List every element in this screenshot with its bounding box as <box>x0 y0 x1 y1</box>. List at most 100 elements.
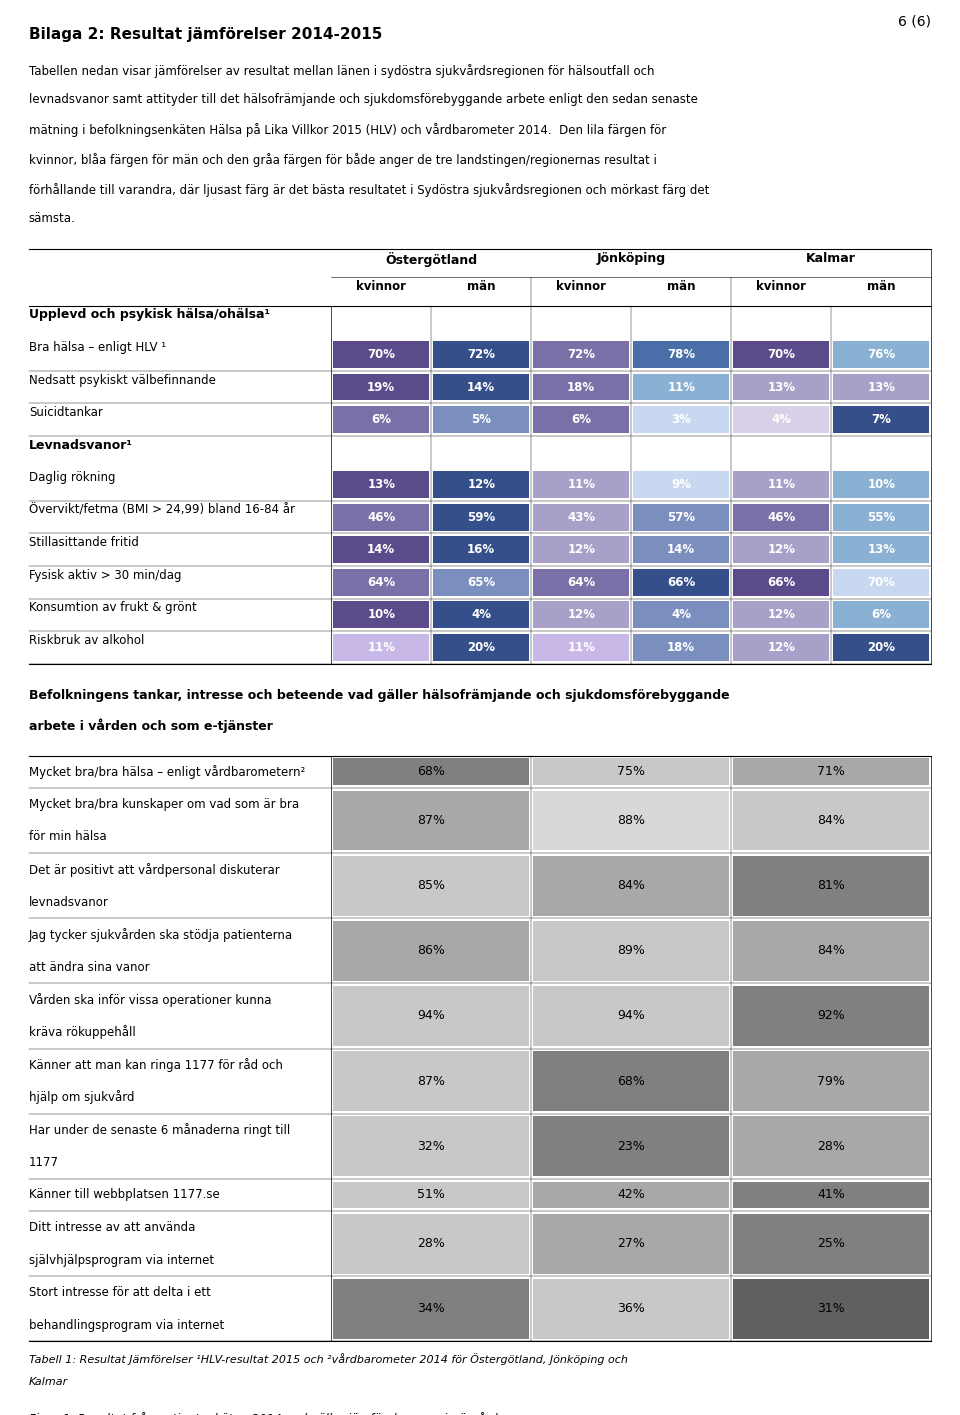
Bar <box>733 601 829 628</box>
Text: 87%: 87% <box>418 814 445 828</box>
Text: 25%: 25% <box>817 1237 845 1251</box>
Bar <box>833 471 929 498</box>
Text: 13%: 13% <box>367 478 396 491</box>
Text: 92%: 92% <box>817 1009 845 1023</box>
Bar <box>333 536 429 563</box>
Text: Övervikt/fetma (BMI > 24,99) bland 16-84 år: Övervikt/fetma (BMI > 24,99) bland 16-84… <box>29 504 295 516</box>
Text: 36%: 36% <box>617 1302 645 1316</box>
Text: 7%: 7% <box>872 413 891 426</box>
Text: Upplevd och psykisk hälsa/ohälsa¹: Upplevd och psykisk hälsa/ohälsa¹ <box>29 308 270 321</box>
Text: 70%: 70% <box>867 576 895 589</box>
Bar <box>733 986 929 1046</box>
Text: Kalmar: Kalmar <box>806 252 856 265</box>
Bar <box>634 471 730 498</box>
Text: 57%: 57% <box>667 511 695 524</box>
Text: Fysisk aktiv > 30 min/dag: Fysisk aktiv > 30 min/dag <box>29 569 181 582</box>
Text: Vården ska inför vissa operationer kunna: Vården ska inför vissa operationer kunna <box>29 993 272 1006</box>
Text: levnadsvanor: levnadsvanor <box>29 896 108 908</box>
Text: 10%: 10% <box>867 478 895 491</box>
Text: 84%: 84% <box>617 879 645 893</box>
Text: Bilaga 2: Resultat jämförelser 2014-2015: Bilaga 2: Resultat jämförelser 2014-2015 <box>29 27 382 42</box>
Text: 12%: 12% <box>567 543 595 556</box>
Text: 66%: 66% <box>667 576 695 589</box>
Bar <box>433 601 529 628</box>
Text: 76%: 76% <box>867 348 896 361</box>
Text: 75%: 75% <box>617 766 645 778</box>
Text: Det är positivt att vårdpersonal diskuterar: Det är positivt att vårdpersonal diskute… <box>29 863 279 876</box>
Text: 11%: 11% <box>567 478 595 491</box>
Text: 4%: 4% <box>771 413 791 426</box>
Text: 79%: 79% <box>817 1074 845 1088</box>
Text: 66%: 66% <box>767 576 795 589</box>
Bar <box>333 406 429 433</box>
Text: 6%: 6% <box>571 413 591 426</box>
Bar <box>433 406 529 433</box>
Bar <box>634 601 730 628</box>
Text: 13%: 13% <box>867 543 895 556</box>
Text: 27%: 27% <box>617 1237 645 1251</box>
Text: Tabell 1: Resultat Jämförelser ¹HLV-resultat 2015 och ²vårdbarometer 2014 för Ös: Tabell 1: Resultat Jämförelser ¹HLV-resu… <box>29 1353 628 1364</box>
Text: hjälp om sjukvård: hjälp om sjukvård <box>29 1091 134 1104</box>
Bar <box>333 569 429 596</box>
Text: 84%: 84% <box>817 944 845 958</box>
Text: 5%: 5% <box>471 413 492 426</box>
Bar <box>533 921 730 981</box>
Text: 28%: 28% <box>418 1237 445 1251</box>
Text: 43%: 43% <box>567 511 595 524</box>
Bar <box>833 341 929 368</box>
Text: 20%: 20% <box>468 641 495 654</box>
Text: 89%: 89% <box>617 944 645 958</box>
Text: Mycket bra/bra kunskaper om vad som är bra: Mycket bra/bra kunskaper om vad som är b… <box>29 798 299 811</box>
Text: män: män <box>467 280 495 293</box>
Bar <box>333 1214 529 1274</box>
Bar <box>333 921 529 981</box>
Text: 65%: 65% <box>468 576 495 589</box>
Text: 87%: 87% <box>418 1074 445 1088</box>
Text: 14%: 14% <box>667 543 695 556</box>
Bar <box>433 504 529 531</box>
Text: 81%: 81% <box>817 879 845 893</box>
Bar <box>833 504 929 531</box>
Text: 6 (6): 6 (6) <box>899 14 931 28</box>
Bar <box>533 1214 730 1274</box>
Bar <box>733 758 929 785</box>
Bar <box>533 471 630 498</box>
Text: att ändra sina vanor: att ändra sina vanor <box>29 961 150 974</box>
Bar <box>733 634 829 661</box>
Text: 18%: 18% <box>567 381 595 393</box>
Bar <box>333 758 529 785</box>
Text: 6%: 6% <box>872 608 891 621</box>
Bar <box>533 406 630 433</box>
Text: Ditt intresse av att använda: Ditt intresse av att använda <box>29 1221 195 1234</box>
Text: 18%: 18% <box>667 641 695 654</box>
Text: 11%: 11% <box>667 381 695 393</box>
Text: Figur 1. Resultat från patientenkäten 2014 vad gäller jämförelse av primärvård.: Figur 1. Resultat från patientenkäten 20… <box>29 1412 501 1415</box>
Text: Konsumtion av frukt & grönt: Konsumtion av frukt & grönt <box>29 601 197 614</box>
Text: Nedsatt psykiskt välbefinnande: Nedsatt psykiskt välbefinnande <box>29 374 216 386</box>
Bar <box>634 341 730 368</box>
Text: män: män <box>667 280 695 293</box>
Bar <box>733 504 829 531</box>
Text: 86%: 86% <box>418 944 445 958</box>
Text: 70%: 70% <box>367 348 396 361</box>
Text: Stort intresse för att delta i ett: Stort intresse för att delta i ett <box>29 1286 210 1299</box>
Text: 85%: 85% <box>418 879 445 893</box>
Text: 84%: 84% <box>817 814 845 828</box>
Bar <box>533 601 630 628</box>
Text: 12%: 12% <box>767 608 795 621</box>
Text: 88%: 88% <box>617 814 645 828</box>
Bar <box>433 341 529 368</box>
Text: 94%: 94% <box>617 1009 645 1023</box>
Text: Riskbruk av alkohol: Riskbruk av alkohol <box>29 634 144 647</box>
Text: 94%: 94% <box>418 1009 445 1023</box>
Bar <box>533 374 630 400</box>
Bar <box>833 536 929 563</box>
Text: Mycket bra/bra hälsa – enligt vårdbarometern²: Mycket bra/bra hälsa – enligt vårdbarome… <box>29 766 305 778</box>
Text: 51%: 51% <box>418 1189 445 1201</box>
Text: Känner att man kan ringa 1177 för råd och: Känner att man kan ringa 1177 för råd oc… <box>29 1058 282 1071</box>
Bar <box>333 341 429 368</box>
Bar <box>833 569 929 596</box>
Bar <box>533 536 630 563</box>
Text: kvinnor, blåa färgen för män och den gråa färgen för både anger de tre landsting: kvinnor, blåa färgen för män och den grå… <box>29 153 657 167</box>
Bar <box>333 791 529 850</box>
